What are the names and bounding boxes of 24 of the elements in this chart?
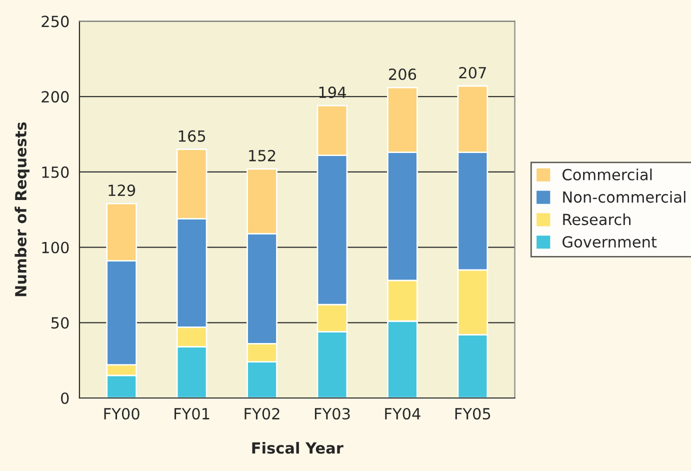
x-tick-label: FY02 bbox=[244, 408, 280, 420]
x-tick-label: FY03 bbox=[314, 408, 350, 420]
y-tick-label: 200 bbox=[42, 91, 69, 103]
total-label: 206 bbox=[388, 68, 416, 80]
x-tick-label: FY05 bbox=[455, 408, 490, 420]
legend-label: Research bbox=[563, 213, 630, 226]
y-tick-label: 100 bbox=[42, 242, 69, 254]
total-label: 129 bbox=[108, 184, 136, 196]
total-label: 152 bbox=[249, 150, 276, 162]
total-label: 207 bbox=[459, 66, 486, 79]
x-tick-label: FY01 bbox=[174, 408, 210, 420]
x-tick-label: FY04 bbox=[385, 408, 420, 420]
legend-label: Non-commercial bbox=[563, 190, 686, 203]
x-axis-title: Fiscal Year bbox=[252, 442, 344, 454]
legend-label: Commercial bbox=[562, 168, 652, 180]
x-tick-label: FY00 bbox=[104, 408, 140, 420]
legend-label: Government bbox=[562, 236, 657, 248]
y-tick-label: 250 bbox=[42, 16, 69, 28]
y-axis-title: Number of Requests bbox=[14, 122, 30, 296]
y-tick-label: 50 bbox=[51, 317, 69, 329]
total-label: 165 bbox=[178, 130, 206, 142]
total-label: 194 bbox=[319, 86, 346, 98]
y-tick-label: 150 bbox=[42, 166, 69, 178]
y-tick-label: 0 bbox=[61, 392, 69, 404]
